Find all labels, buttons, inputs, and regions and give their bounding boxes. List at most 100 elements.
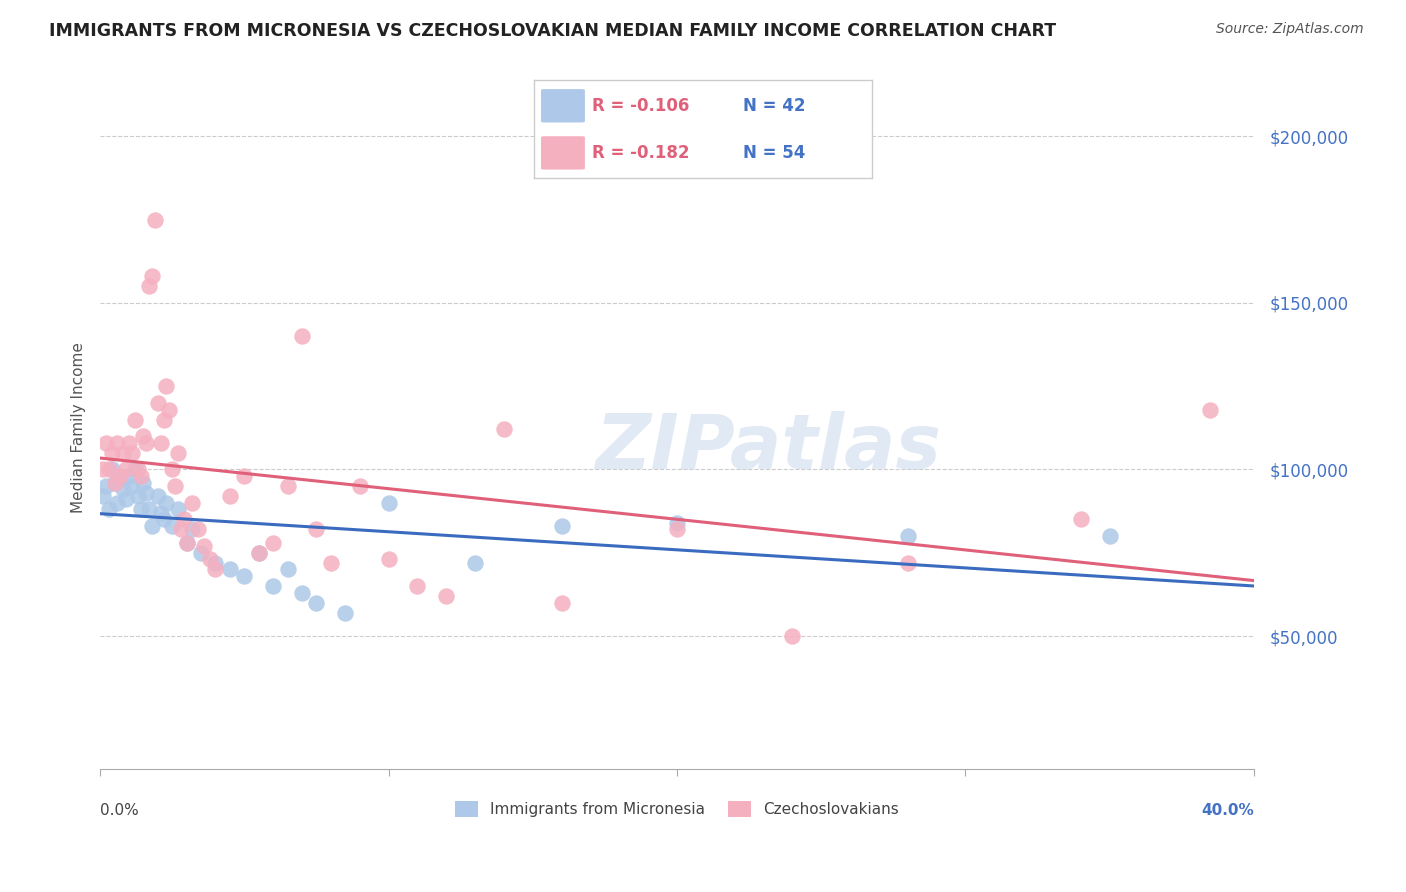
Point	[107, 496, 129, 510]
Text: IMMIGRANTS FROM MICRONESIA VS CZECHOSLOVAKIAN MEDIAN FAMILY INCOME CORRELATION C: IMMIGRANTS FROM MICRONESIA VS CZECHOSLOV…	[49, 22, 1056, 40]
Point	[291, 586, 314, 600]
Point	[121, 479, 143, 493]
Point	[141, 519, 163, 533]
Point	[305, 596, 328, 610]
Point	[152, 412, 174, 426]
Text: N = 42: N = 42	[744, 97, 806, 115]
Point	[124, 462, 146, 476]
Point	[167, 502, 190, 516]
Point	[152, 512, 174, 526]
Point	[262, 535, 284, 549]
Point	[377, 552, 399, 566]
Point	[127, 489, 149, 503]
Point	[97, 462, 120, 476]
Point	[155, 379, 177, 393]
Point	[167, 446, 190, 460]
Point	[155, 496, 177, 510]
Point	[118, 469, 141, 483]
Point	[1098, 529, 1121, 543]
FancyBboxPatch shape	[541, 89, 585, 122]
Point	[112, 483, 135, 497]
Point	[91, 489, 114, 503]
Point	[291, 329, 314, 343]
Point	[135, 435, 157, 450]
Point	[277, 479, 299, 493]
Point	[434, 589, 457, 603]
Text: ZIPatlas: ZIPatlas	[596, 411, 942, 485]
Point	[132, 475, 155, 490]
Point	[262, 579, 284, 593]
Point	[149, 435, 172, 450]
Point	[160, 519, 183, 533]
Point	[149, 506, 172, 520]
Point	[127, 462, 149, 476]
Point	[319, 556, 342, 570]
Text: R = -0.182: R = -0.182	[592, 144, 689, 161]
Point	[204, 556, 226, 570]
Text: 40.0%: 40.0%	[1201, 804, 1254, 819]
Point	[170, 523, 193, 537]
Point	[110, 473, 132, 487]
Point	[193, 539, 215, 553]
Point	[305, 523, 328, 537]
Point	[132, 429, 155, 443]
Legend: Immigrants from Micronesia, Czechoslovakians: Immigrants from Micronesia, Czechoslovak…	[449, 795, 905, 823]
Point	[141, 269, 163, 284]
Point	[406, 579, 429, 593]
Point	[173, 512, 195, 526]
Point	[129, 469, 152, 483]
Point	[112, 446, 135, 460]
Point	[115, 492, 138, 507]
Point	[181, 496, 204, 510]
Point	[492, 422, 515, 436]
Point	[146, 489, 169, 503]
Point	[181, 523, 204, 537]
Point	[110, 469, 132, 483]
Point	[233, 469, 256, 483]
Text: 0.0%: 0.0%	[100, 804, 139, 819]
Point	[176, 535, 198, 549]
Point	[143, 212, 166, 227]
Point	[165, 479, 187, 493]
Point	[550, 596, 572, 610]
Point	[190, 546, 212, 560]
Text: Source: ZipAtlas.com: Source: ZipAtlas.com	[1216, 22, 1364, 37]
Point	[94, 435, 117, 450]
Point	[124, 412, 146, 426]
Point	[135, 485, 157, 500]
Text: R = -0.106: R = -0.106	[592, 97, 689, 115]
Point	[176, 535, 198, 549]
Text: N = 54: N = 54	[744, 144, 806, 161]
Point	[103, 475, 125, 490]
Point	[247, 546, 270, 560]
Point	[665, 523, 688, 537]
Point	[97, 502, 120, 516]
Point	[277, 562, 299, 576]
Point	[138, 279, 160, 293]
Point	[198, 552, 221, 566]
Point	[129, 502, 152, 516]
Point	[897, 529, 920, 543]
Point	[377, 496, 399, 510]
Point	[335, 606, 357, 620]
Point	[665, 516, 688, 530]
Point	[219, 489, 242, 503]
Point	[187, 523, 209, 537]
Point	[118, 435, 141, 450]
Point	[782, 629, 804, 643]
Point	[550, 519, 572, 533]
Point	[103, 475, 125, 490]
Point	[349, 479, 371, 493]
Point	[91, 462, 114, 476]
Point	[100, 462, 122, 476]
Point	[115, 462, 138, 476]
Point	[146, 396, 169, 410]
Point	[121, 446, 143, 460]
Point	[1070, 512, 1092, 526]
Point	[107, 435, 129, 450]
FancyBboxPatch shape	[541, 136, 585, 169]
Point	[94, 479, 117, 493]
Point	[160, 462, 183, 476]
Point	[204, 562, 226, 576]
Point	[1199, 402, 1222, 417]
